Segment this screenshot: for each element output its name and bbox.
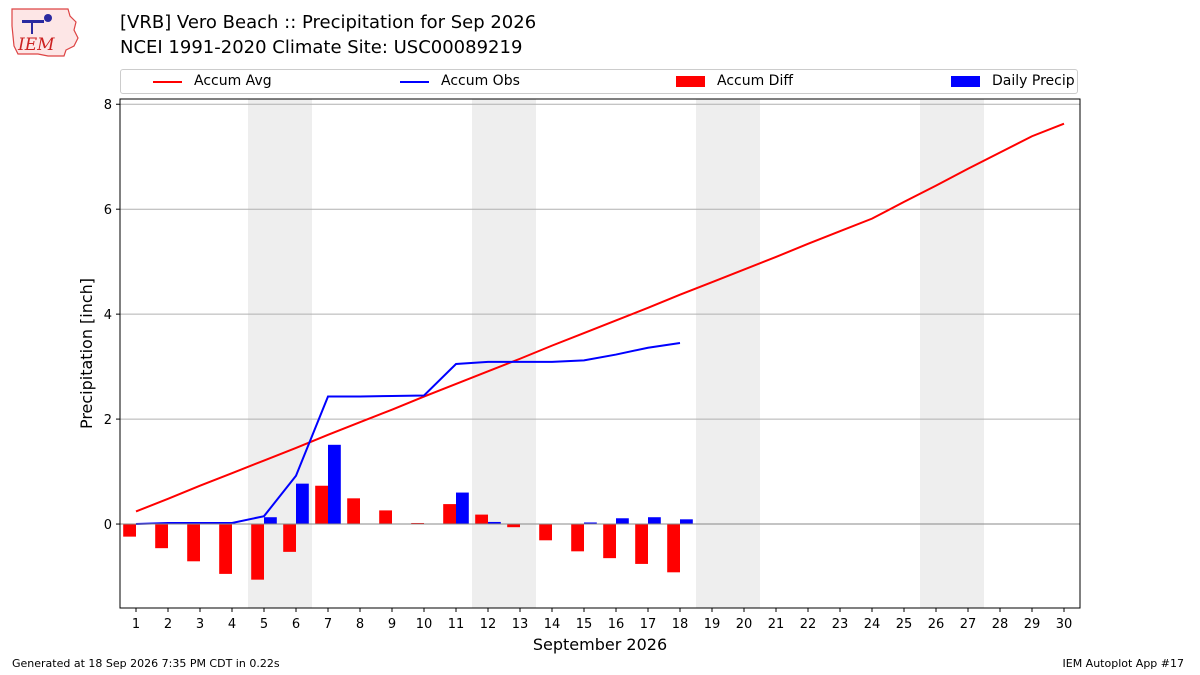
chart-legend: Accum Avg Accum Obs Accum Diff Daily Pre… <box>120 69 1078 94</box>
app-footer: IEM Autoplot App #17 <box>1062 657 1185 670</box>
daily-precip-bar <box>328 444 341 525</box>
daily-precip-bar <box>264 517 277 525</box>
daily-precip-bar <box>456 492 469 525</box>
x-tick-label: 28 <box>992 617 1009 632</box>
x-tick-label: 10 <box>416 617 433 632</box>
accum-diff-bar <box>283 524 296 552</box>
weekend-shade <box>472 99 536 608</box>
x-tick-label: 11 <box>448 617 465 632</box>
accum-diff-bar <box>315 485 328 525</box>
legend-swatch-accum-avg <box>153 81 182 83</box>
iem-logo: IEM <box>8 6 82 64</box>
x-tick-label: 22 <box>800 617 817 632</box>
y-tick-label: 6 <box>104 203 112 218</box>
x-tick-label: 12 <box>480 617 497 632</box>
y-tick-label: 0 <box>104 518 112 533</box>
daily-precip-bar <box>488 521 501 525</box>
accum-diff-bar <box>411 522 424 525</box>
accum-diff-bar <box>251 524 264 580</box>
legend-swatch-accum-obs <box>400 81 429 83</box>
accum-diff-bar <box>443 504 456 525</box>
daily-precip-bar <box>680 519 693 525</box>
x-tick-label: 6 <box>292 617 300 632</box>
accum-diff-bar <box>571 524 584 552</box>
legend-swatch-daily-precip <box>951 76 980 87</box>
accum-diff-bar <box>347 498 360 525</box>
x-tick-label: 27 <box>960 617 977 632</box>
chart-subtitle: NCEI 1991-2020 Climate Site: USC00089219 <box>120 37 523 58</box>
x-tick-label: 13 <box>512 617 529 632</box>
accum-diff-bar <box>667 524 680 573</box>
legend-label: Daily Precip <box>992 73 1075 89</box>
daily-precip-bar <box>584 522 597 525</box>
x-tick-label: 14 <box>544 617 561 632</box>
x-tick-label: 24 <box>864 617 881 632</box>
accum-diff-bar <box>219 524 232 574</box>
x-tick-label: 7 <box>324 617 332 632</box>
plot-frame <box>119 98 1081 609</box>
daily-precip-bar <box>648 517 661 525</box>
x-tick-label: 20 <box>736 617 753 632</box>
y-tick-label: 2 <box>104 413 112 428</box>
chart-title: [VRB] Vero Beach :: Precipitation for Se… <box>120 12 537 33</box>
x-tick-label: 23 <box>832 617 849 632</box>
x-tick-label: 26 <box>928 617 945 632</box>
legend-label: Accum Diff <box>717 73 794 89</box>
x-tick-label: 18 <box>672 617 689 632</box>
y-axis-title: Precipitation [inch] <box>77 278 96 429</box>
accum-diff-bar <box>507 524 520 528</box>
x-tick-label: 29 <box>1024 617 1041 632</box>
accum-diff-bar <box>187 524 200 562</box>
y-tick-label: 4 <box>104 308 112 323</box>
y-tick-label: 8 <box>104 98 112 113</box>
generated-footer: Generated at 18 Sep 2026 7:35 PM CDT in … <box>12 657 280 670</box>
accum-diff-bar <box>603 524 616 559</box>
accum-diff-bar <box>123 524 136 537</box>
x-tick-label: 1 <box>132 617 140 632</box>
accum-diff-bar <box>379 510 392 525</box>
x-tick-label: 8 <box>356 617 364 632</box>
x-tick-label: 21 <box>768 617 785 632</box>
daily-precip-bar <box>616 518 629 525</box>
x-tick-label: 5 <box>260 617 268 632</box>
x-tick-label: 15 <box>576 617 593 632</box>
accum-diff-bar <box>539 524 552 541</box>
legend-label: Accum Avg <box>194 73 272 89</box>
daily-precip-bar <box>296 483 309 525</box>
x-tick-label: 16 <box>608 617 625 632</box>
x-tick-label: 9 <box>388 617 396 632</box>
x-tick-label: 4 <box>228 617 236 632</box>
accum-avg-line <box>135 122 1065 513</box>
legend-label: Accum Obs <box>441 73 520 89</box>
accum-diff-bar <box>635 524 648 564</box>
x-tick-label: 2 <box>164 617 172 632</box>
x-tick-label: 19 <box>704 617 721 632</box>
legend-swatch-accum-diff <box>676 76 705 87</box>
weekend-shade <box>920 99 984 608</box>
accum-diff-bar <box>475 514 488 525</box>
x-tick-label: 30 <box>1056 617 1073 632</box>
x-axis-title: September 2026 <box>533 635 667 654</box>
accum-diff-bar <box>155 524 168 549</box>
weekend-shade <box>696 99 760 608</box>
svg-text:IEM: IEM <box>17 35 55 55</box>
x-tick-label: 3 <box>196 617 204 632</box>
x-tick-label: 25 <box>896 617 913 632</box>
accum-obs-line <box>135 342 681 526</box>
x-tick-label: 17 <box>640 617 657 632</box>
